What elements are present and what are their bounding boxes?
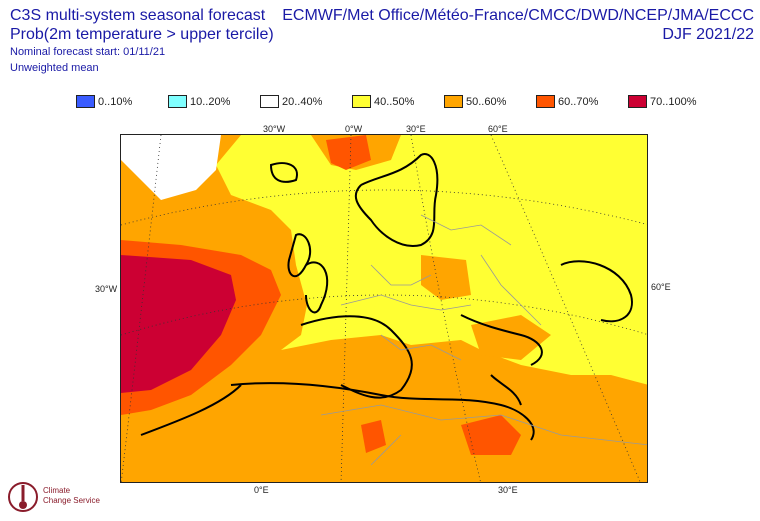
c3s-logo: Climate Change Service	[5, 479, 115, 517]
zone-60-70-africa	[461, 415, 521, 455]
title: C3S multi-system seasonal forecast	[10, 7, 266, 24]
legend-item: 0..10%	[76, 95, 168, 108]
label-top-0w: 0°W	[345, 124, 363, 134]
legend-swatch	[168, 95, 187, 108]
legend-swatch	[260, 95, 279, 108]
label-bottom-0e: 0°E	[254, 485, 269, 495]
label-top-60e: 60°E	[488, 124, 508, 134]
legend-item: 60..70%	[536, 95, 628, 108]
label-top-30w: 30°W	[263, 124, 286, 134]
zone-70-100	[121, 255, 236, 393]
legend-item: 70..100%	[628, 95, 720, 108]
subtitle: Prob(2m temperature > upper tercile)	[10, 26, 274, 43]
legend-label: 50..60%	[466, 95, 507, 108]
legend-swatch	[444, 95, 463, 108]
graticule	[121, 135, 647, 482]
legend-swatch	[76, 95, 95, 108]
map-svg	[121, 135, 647, 482]
legend-item: 20..40%	[260, 95, 352, 108]
systems-list: ECMWF/Met Office/Météo-France/CMCC/DWD/N…	[282, 7, 754, 24]
mean-type: Unweighted mean	[10, 62, 99, 74]
legend-label: 70..100%	[650, 95, 697, 108]
probability-map	[120, 134, 648, 483]
zone-40-50-france	[296, 245, 381, 330]
header-left: C3S multi-system seasonal forecast Prob(…	[10, 6, 274, 75]
label-left-30w: 30°W	[95, 284, 118, 294]
legend-label: 0..10%	[98, 95, 133, 108]
logo-icon	[8, 482, 38, 512]
legend-swatch	[352, 95, 371, 108]
zone-60-70-ne	[326, 135, 371, 170]
header-right: ECMWF/Met Office/Météo-France/CMCC/DWD/N…	[282, 6, 754, 44]
season: DJF 2021/22	[662, 26, 754, 43]
legend-item: 10..20%	[168, 95, 260, 108]
start-date: Nominal forecast start: 01/11/21	[10, 46, 166, 58]
label-bottom-30e: 30°E	[498, 485, 518, 495]
legend-item: 50..60%	[444, 95, 536, 108]
legend-label: 10..20%	[190, 95, 231, 108]
legend-label: 20..40%	[282, 95, 323, 108]
legend-label: 60..70%	[558, 95, 599, 108]
label-top-30e: 30°E	[406, 124, 426, 134]
zone-60-70-sahara	[361, 420, 386, 453]
legend-swatch	[628, 95, 647, 108]
zone-20-40	[121, 135, 221, 200]
logo-text: Climate Change Service	[43, 486, 100, 505]
legend-label: 40..50%	[374, 95, 415, 108]
zone-50-60-east	[421, 255, 471, 300]
borders	[320, 214, 647, 466]
coastlines	[140, 153, 633, 441]
legend-item: 40..50%	[352, 95, 444, 108]
legend-swatch	[536, 95, 555, 108]
label-right-60e: 60°E	[651, 282, 671, 292]
legend: 0..10% 10..20% 20..40% 40..50% 50..60% 60..70…	[76, 95, 720, 108]
